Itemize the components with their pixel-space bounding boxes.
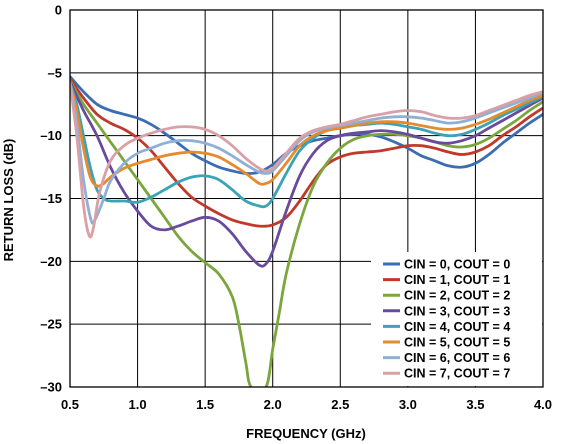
legend-label-4: CIN = 4, COUT = 4 bbox=[404, 320, 510, 334]
series-line-6 bbox=[70, 81, 543, 225]
legend-background bbox=[371, 252, 542, 386]
series-line-7 bbox=[70, 81, 543, 239]
x-tick-label: 1.0 bbox=[129, 397, 147, 412]
x-tick-label: 1.5 bbox=[196, 397, 214, 412]
legend-label-5: CIN = 5, COUT = 5 bbox=[404, 336, 510, 350]
series-line-2 bbox=[70, 79, 543, 387]
y-tick-label: 0 bbox=[55, 3, 62, 18]
legend-label-0: CIN = 0, COUT = 0 bbox=[404, 258, 510, 272]
x-tick-label: 2.0 bbox=[264, 397, 282, 412]
x-axis-title: FREQUENCY (GHz) bbox=[246, 426, 366, 441]
y-tick-label: –25 bbox=[40, 317, 62, 332]
y-tick-label: –20 bbox=[40, 254, 62, 269]
legend-label-2: CIN = 2, COUT = 2 bbox=[404, 289, 510, 303]
series-lines bbox=[70, 75, 543, 387]
y-axis-ticks: 0 –5 –10 –15 –20 –25 –30 bbox=[40, 3, 62, 395]
legend-label-7: CIN = 7, COUT = 7 bbox=[404, 367, 510, 381]
legend-label-6: CIN = 6, COUT = 6 bbox=[404, 351, 510, 365]
series-line-3 bbox=[70, 80, 543, 268]
x-tick-label: 4.0 bbox=[534, 397, 552, 412]
legend-label-1: CIN = 1, COUT = 1 bbox=[404, 273, 510, 287]
plot-area-frame bbox=[69, 9, 544, 388]
legend-label-3: CIN = 3, COUT = 3 bbox=[404, 304, 510, 318]
y-tick-label: –5 bbox=[48, 65, 62, 80]
x-tick-label: 0.5 bbox=[61, 397, 79, 412]
x-tick-label: 3.5 bbox=[466, 397, 484, 412]
x-tick-label: 3.0 bbox=[399, 397, 417, 412]
y-tick-label: –30 bbox=[40, 380, 62, 395]
y-tick-label: –15 bbox=[40, 191, 62, 206]
y-tick-label: –10 bbox=[40, 128, 62, 143]
x-axis-ticks: 0.5 1.0 1.5 2.0 2.5 3.0 3.5 4.0 bbox=[61, 397, 552, 412]
y-axis-title: RETURN LOSS (dB) bbox=[1, 139, 16, 262]
x-tick-label: 2.5 bbox=[331, 397, 349, 412]
series-line-4 bbox=[70, 81, 543, 209]
